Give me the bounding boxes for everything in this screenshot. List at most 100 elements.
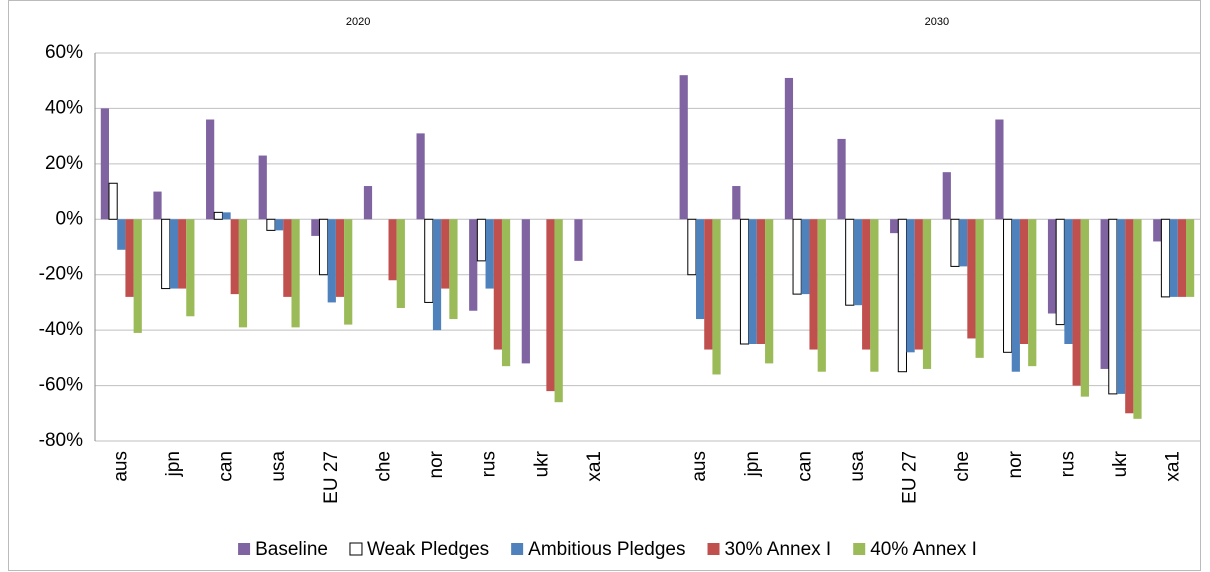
bar: [363, 186, 373, 220]
bar: [687, 218, 697, 276]
legend-label: Weak Pledges: [367, 539, 489, 560]
bar: [1186, 219, 1195, 297]
x-tick-label: nor: [426, 450, 447, 478]
legend-swatch: [853, 543, 866, 555]
bar: [100, 108, 109, 220]
bar: [169, 219, 179, 289]
bar: [784, 77, 794, 220]
bar: [318, 218, 329, 276]
legend-label: Baseline: [255, 539, 328, 560]
bar: [117, 219, 126, 250]
bar: [837, 138, 846, 220]
bar: [125, 219, 134, 297]
bar: [1116, 219, 1126, 394]
bar: [206, 119, 215, 220]
bar: [756, 219, 766, 344]
bar: [108, 182, 118, 220]
bar: [153, 191, 162, 220]
legend-swatch: [707, 543, 720, 555]
bar: [950, 218, 960, 267]
bar: [493, 219, 502, 350]
bar: [732, 186, 741, 220]
bar: [995, 119, 1004, 220]
x-tick-label: EU 27: [900, 451, 921, 504]
bar: [238, 219, 248, 328]
bar: [335, 219, 345, 297]
bar: [1064, 219, 1073, 344]
bar: [1080, 219, 1089, 397]
bar: [133, 219, 142, 333]
bar: [1055, 218, 1065, 326]
bar: [574, 219, 583, 261]
bar: [975, 219, 984, 358]
bar: [213, 211, 223, 220]
bar: [942, 172, 951, 220]
x-tick-label: jpn: [742, 451, 763, 477]
x-tick-label: EU 27: [321, 451, 342, 504]
group-label: 2020: [346, 16, 370, 28]
bar: [258, 155, 267, 220]
y-tick-label: -20%: [39, 264, 83, 285]
legend-swatch: [349, 542, 363, 556]
bar: [1160, 218, 1171, 298]
bar: [1100, 219, 1109, 369]
bar: [704, 219, 713, 350]
x-tick-label: nor: [1005, 450, 1026, 478]
y-tick-label: -60%: [39, 375, 83, 396]
y-tick-label: 60%: [45, 42, 83, 63]
y-tick-label: 20%: [45, 153, 83, 174]
bar: [870, 219, 879, 372]
bar: [748, 219, 757, 344]
bar: [914, 219, 923, 350]
bar: [291, 219, 300, 328]
bar: [186, 219, 195, 317]
bar: [266, 218, 276, 231]
bar: [862, 219, 871, 350]
bar: [485, 219, 494, 289]
bar: [1011, 219, 1020, 372]
x-tick-label: aus: [110, 451, 131, 482]
legend-swatch: [238, 543, 251, 555]
bar: [679, 75, 688, 220]
bar: [230, 219, 239, 295]
bar: [809, 219, 818, 350]
bar: [1047, 219, 1057, 314]
bar: [845, 218, 855, 306]
bar: [432, 219, 442, 331]
bar: [1169, 219, 1178, 297]
y-tick-label: 0%: [56, 208, 84, 229]
x-tick-label: rus: [479, 451, 500, 477]
bar: [897, 218, 907, 373]
bar: [275, 219, 284, 231]
bar: [311, 219, 320, 236]
x-tick-label: aus: [689, 451, 710, 482]
bar: [1003, 218, 1013, 353]
y-tick-label: -80%: [39, 430, 83, 451]
x-tick-label: jpn: [163, 451, 184, 477]
bar: [396, 219, 405, 308]
bar: [441, 219, 450, 289]
bar: [521, 219, 530, 364]
bar: [696, 219, 705, 320]
bar: [1019, 219, 1029, 344]
legend-label: Ambitious Pledges: [528, 539, 685, 560]
x-tick-label: che: [373, 451, 394, 482]
bar: [424, 218, 434, 303]
bar: [817, 219, 826, 372]
bar: [1153, 219, 1162, 242]
bar: [449, 219, 458, 320]
bar: [344, 219, 353, 325]
group-label: 2030: [925, 16, 949, 28]
bar: [388, 219, 397, 281]
x-tick-label: xa1: [584, 451, 605, 482]
bar: [853, 219, 863, 306]
x-tick-label: xa1: [1163, 451, 1184, 482]
bar: [1028, 219, 1037, 367]
bar: [222, 212, 231, 220]
bar: [416, 133, 425, 220]
x-tick-label: can: [794, 451, 815, 482]
bar: [801, 219, 810, 295]
bar: [546, 219, 555, 392]
bar: [1072, 219, 1081, 386]
